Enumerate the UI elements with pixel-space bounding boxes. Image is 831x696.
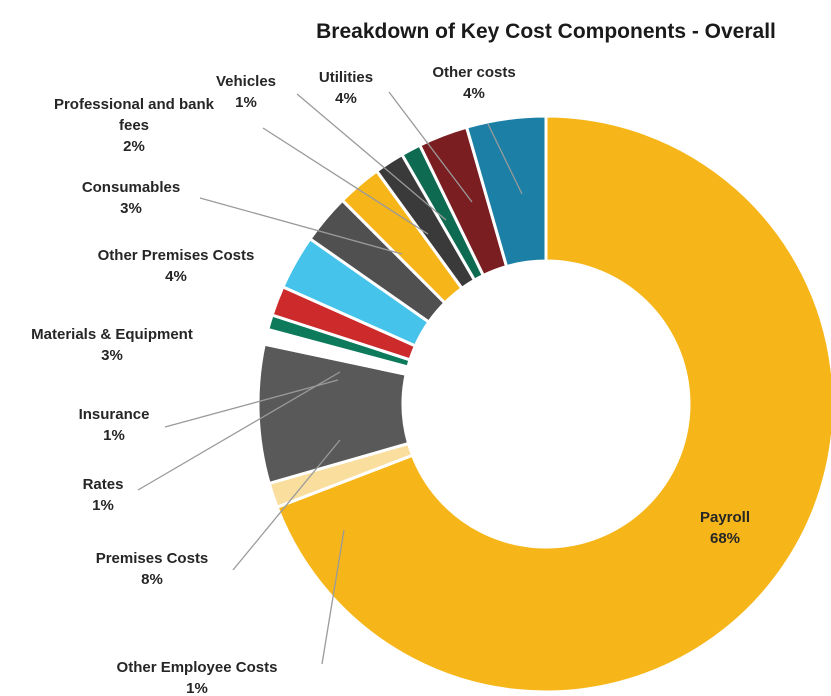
- leader-lines: [137, 91, 523, 665]
- label-value: 4%: [463, 85, 485, 102]
- label-other-costs: Other costs 4%: [432, 64, 515, 102]
- label-text: Vehicles: [216, 73, 276, 90]
- label-text: Utilities: [319, 69, 373, 86]
- label-other-premises-costs: Other Premises Costs 4%: [98, 247, 255, 285]
- leader-line-other-employee-costs: [321, 529, 345, 665]
- leader-line-other-costs: [487, 123, 523, 195]
- leader-line-insurance: [164, 379, 339, 428]
- label-value: 2%: [123, 138, 145, 155]
- label-text: Payroll: [700, 509, 750, 526]
- label-value: 3%: [120, 200, 142, 217]
- label-text: fees: [119, 117, 149, 134]
- leader-line-premises-costs: [232, 439, 341, 571]
- leader-line-consumables: [199, 197, 403, 255]
- label-value: 1%: [92, 497, 114, 514]
- leader-line-rates: [137, 371, 341, 491]
- label-text: Premises Costs: [96, 550, 209, 567]
- label-text: Other costs: [432, 64, 515, 81]
- slice-unlabeled: [464, 114, 548, 269]
- label-rates: Rates 1%: [83, 476, 124, 514]
- label-value: 4%: [335, 90, 357, 107]
- label-vehicles: Vehicles 1%: [216, 73, 276, 111]
- label-value: 68%: [710, 530, 740, 547]
- label-text: Professional and bank: [54, 96, 215, 113]
- chart-title: Breakdown of Key Cost Components - Overa…: [316, 20, 776, 43]
- label-text: Other Employee Costs: [117, 659, 278, 676]
- label-premises-costs: Premises Costs 8%: [96, 550, 209, 588]
- label-value: 1%: [103, 427, 125, 444]
- label-value: 1%: [186, 680, 208, 696]
- label-value: 3%: [101, 347, 123, 364]
- leader-line-professional-and-bank-fees: [262, 127, 429, 235]
- label-payroll: Payroll 68%: [700, 509, 750, 547]
- label-text: Consumables: [82, 179, 180, 196]
- slice-labels: Payroll 68% Other Employee Costs 1% Premises…: [31, 64, 750, 696]
- label-text: Materials & Equipment: [31, 326, 193, 343]
- label-consumables: Consumables 3%: [82, 179, 180, 217]
- label-materials-equipment: Materials & Equipment 3%: [31, 326, 193, 364]
- label-text: Rates: [83, 476, 124, 493]
- label-value: 8%: [141, 571, 163, 588]
- leader-line-vehicles: [296, 93, 447, 221]
- label-value: 1%: [235, 94, 257, 111]
- label-value: 4%: [165, 268, 187, 285]
- label-insurance: Insurance 1%: [79, 406, 150, 444]
- label-professional-and-bank-fees: Professional and bank fees 2%: [54, 96, 215, 155]
- donut-slices: [256, 114, 831, 694]
- label-text: Insurance: [79, 406, 150, 423]
- label-utilities: Utilities 4%: [319, 69, 373, 107]
- leader-line-utilities: [388, 91, 473, 203]
- label-text: Other Premises Costs: [98, 247, 255, 264]
- label-other-employee-costs: Other Employee Costs 1%: [117, 659, 278, 696]
- slice-payroll: [275, 114, 831, 694]
